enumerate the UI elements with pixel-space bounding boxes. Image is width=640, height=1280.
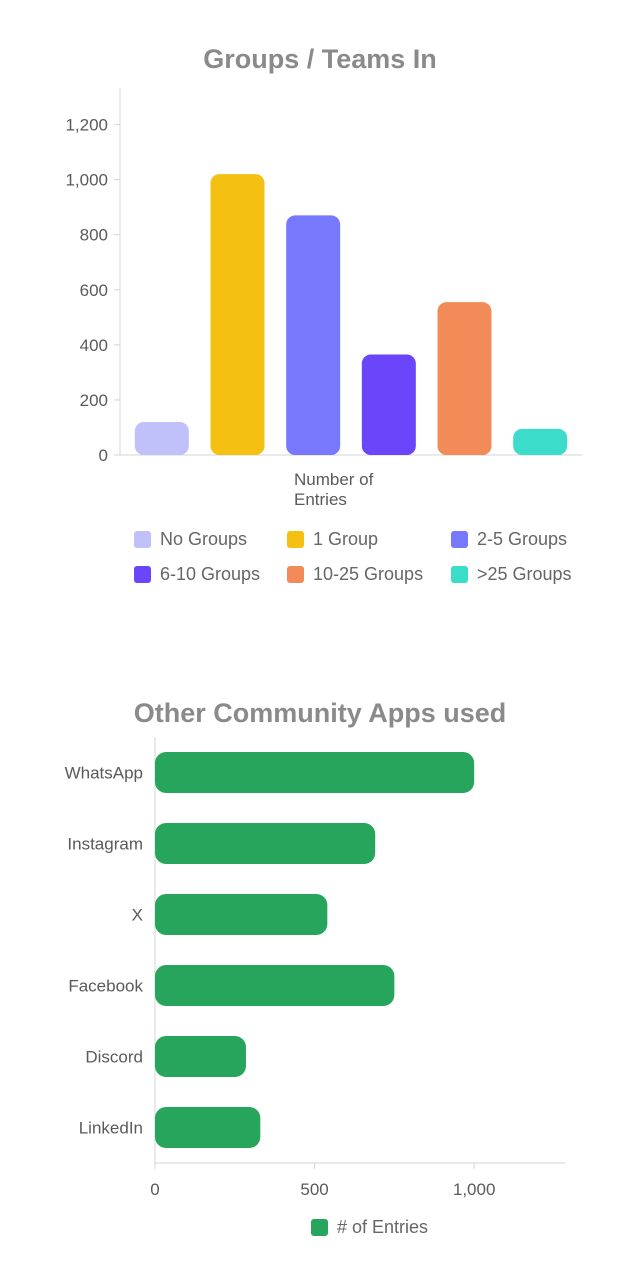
legend-item-entries[interactable]: # of Entries xyxy=(311,1217,428,1238)
x-tick-label: 1,000 xyxy=(453,1180,496,1199)
category-label-x: X xyxy=(132,906,143,925)
legend-item-2-5-groups[interactable]: 2-5 Groups xyxy=(451,529,567,550)
bar-discord[interactable] xyxy=(155,1036,246,1077)
x-axis-label: Number of Entries xyxy=(294,470,374,509)
bar-facebook[interactable] xyxy=(155,965,395,1006)
legend-swatch xyxy=(287,566,304,583)
bar-whatsapp[interactable] xyxy=(155,752,475,793)
groups-chart: 0 200 400 600 800 1,000 1,200 Number of Entries xyxy=(65,88,582,509)
y-tick-label: 200 xyxy=(80,391,108,410)
bar-10-25-groups[interactable] xyxy=(437,302,492,455)
legend-item-1-group[interactable]: 1 Group xyxy=(287,529,378,550)
legend-label: 2-5 Groups xyxy=(477,529,568,549)
bar-6-10-groups[interactable] xyxy=(361,354,416,455)
legend-swatch xyxy=(311,1219,328,1236)
legend-label: 10-25 Groups xyxy=(313,564,424,584)
legend-item-gt-25-groups[interactable]: >25 Groups xyxy=(451,564,572,585)
legend-label: 1 Group xyxy=(313,529,379,549)
bar-x[interactable] xyxy=(155,894,328,935)
x-tick-label: 500 xyxy=(300,1180,328,1199)
category-label-whatsapp: WhatsApp xyxy=(65,764,143,783)
x-tick-label: 0 xyxy=(150,1180,159,1199)
legend-label: >25 Groups xyxy=(477,564,572,584)
category-label-linkedin: LinkedIn xyxy=(79,1119,143,1138)
legend-label: # of Entries xyxy=(337,1217,429,1237)
legend-label: 6-10 Groups xyxy=(160,564,261,584)
bar-no-groups[interactable] xyxy=(134,421,189,455)
bar-1-group[interactable] xyxy=(210,174,265,455)
category-label-facebook: Facebook xyxy=(68,977,143,996)
legend-swatch xyxy=(451,531,468,548)
category-label-discord: Discord xyxy=(85,1048,143,1067)
bar-instagram[interactable] xyxy=(155,823,376,864)
legend-item-10-25-groups[interactable]: 10-25 Groups xyxy=(287,564,423,585)
legend-item-6-10-groups[interactable]: 6-10 Groups xyxy=(134,564,260,585)
legend-swatch xyxy=(134,566,151,583)
y-tick-label: 1,200 xyxy=(65,116,108,135)
y-tick-label: 800 xyxy=(80,226,108,245)
legend-swatch xyxy=(287,531,304,548)
bar-25-groups[interactable] xyxy=(513,428,568,455)
legend-swatch xyxy=(134,531,151,548)
chart2-title: Other Community Apps used xyxy=(133,698,507,728)
legend-item-no-groups[interactable]: No Groups xyxy=(134,529,247,550)
chart1-title: Groups / Teams In xyxy=(203,44,437,74)
legend-label: No Groups xyxy=(160,529,248,549)
bar-linkedin[interactable] xyxy=(155,1107,261,1148)
legend-swatch xyxy=(451,566,468,583)
y-tick-label: 1,000 xyxy=(65,171,108,190)
y-tick-label: 600 xyxy=(80,281,108,300)
y-tick-label: 400 xyxy=(80,336,108,355)
y-tick-label: 0 xyxy=(99,446,108,465)
category-label-instagram: Instagram xyxy=(67,835,143,854)
bar-2-5-groups[interactable] xyxy=(286,215,341,455)
